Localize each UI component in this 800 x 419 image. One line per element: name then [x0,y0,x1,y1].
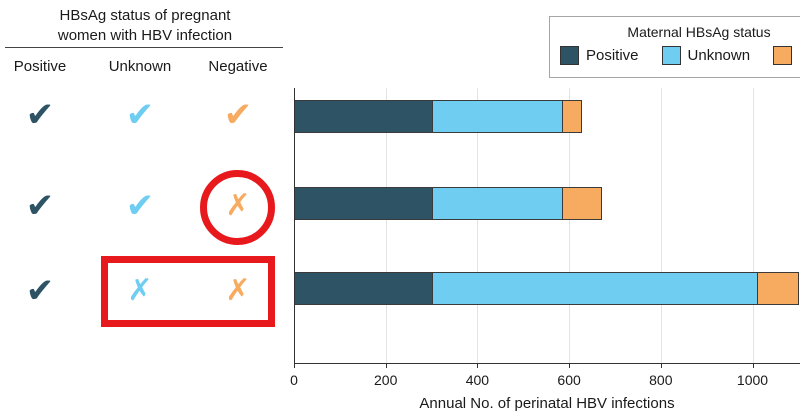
x-icon-unknown: ✗ [127,273,153,308]
bar-segment-unknown [431,272,759,305]
gridline-200 [385,88,387,363]
panel-title-line2: women with HBV infection [57,27,233,44]
x-axis-tick-200 [385,363,387,368]
x-axis-tick-600 [569,363,571,368]
bar-segment-negative [757,272,800,305]
legend-swatch-unknown [661,46,681,65]
check-icon-positive: ✔ [25,95,55,135]
check-icon-unknown: ✔ [125,186,155,226]
gridline-600 [569,88,571,363]
x-tick-label-200: 200 [374,372,398,388]
legend-item-positive: Positive [560,46,639,65]
column-header-positive: Positive [13,58,67,75]
x-tick-label-400: 400 [465,372,490,388]
gridline-1000 [752,88,754,363]
legend-items: Positive Unknown Negative [550,40,800,65]
x-icon-negative: ✗ [225,273,251,308]
x-tick-label-1000: 1000 [736,372,769,388]
x-tick-label-0: 0 [290,372,298,388]
bar-segment-negative [562,187,603,220]
bar-segment-negative [562,100,582,133]
legend-label-positive: Positive [586,47,639,64]
x-tick-label-600: 600 [557,372,581,388]
legend-item-negative: Negative [773,46,800,65]
gridline-800 [660,88,662,363]
legend-swatch-negative [773,46,793,65]
x-axis-label: Annual No. of perinatal HBV infections [419,395,675,412]
panel-divider-line [5,47,283,48]
legend-swatch-positive [560,46,579,65]
legend-box: Maternal HBsAg status Positive Unknown Neg… [549,16,800,78]
legend-item-unknown: Unknown [661,46,751,65]
red-box-annotation [101,256,275,327]
x-axis-tick-0 [294,363,295,368]
column-header-negative: Negative [208,58,268,75]
check-icon-positive: ✔ [25,186,55,226]
x-axis-tick-1000 [752,363,754,368]
legend-label-unknown: Unknown [687,47,751,64]
bar-segment-unknown [431,187,564,220]
x-tick-label-800: 800 [649,372,673,388]
check-icon-negative: ✔ [223,95,253,135]
bar-segment-positive [294,100,433,133]
check-icon-unknown: ✔ [125,95,155,135]
check-icon-positive: ✔ [25,271,55,311]
column-header-unknown: Unknown [108,58,172,75]
x-axis-tick-800 [660,363,662,368]
y-axis-line [294,88,295,363]
x-axis-line [294,363,800,364]
bar-segment-positive [294,187,433,220]
panel-title-line1: HBsAg status of pregnant [59,7,231,24]
red-circle-annotation [200,170,275,245]
bar-segment-positive [294,272,433,305]
x-axis-tick-400 [477,363,479,368]
panel-title: HBsAg status of pregnant women with HBV … [0,6,290,46]
gridline-400 [477,88,479,363]
bar-segment-unknown [431,100,564,133]
legend-title: Maternal HBsAg status [627,24,771,40]
